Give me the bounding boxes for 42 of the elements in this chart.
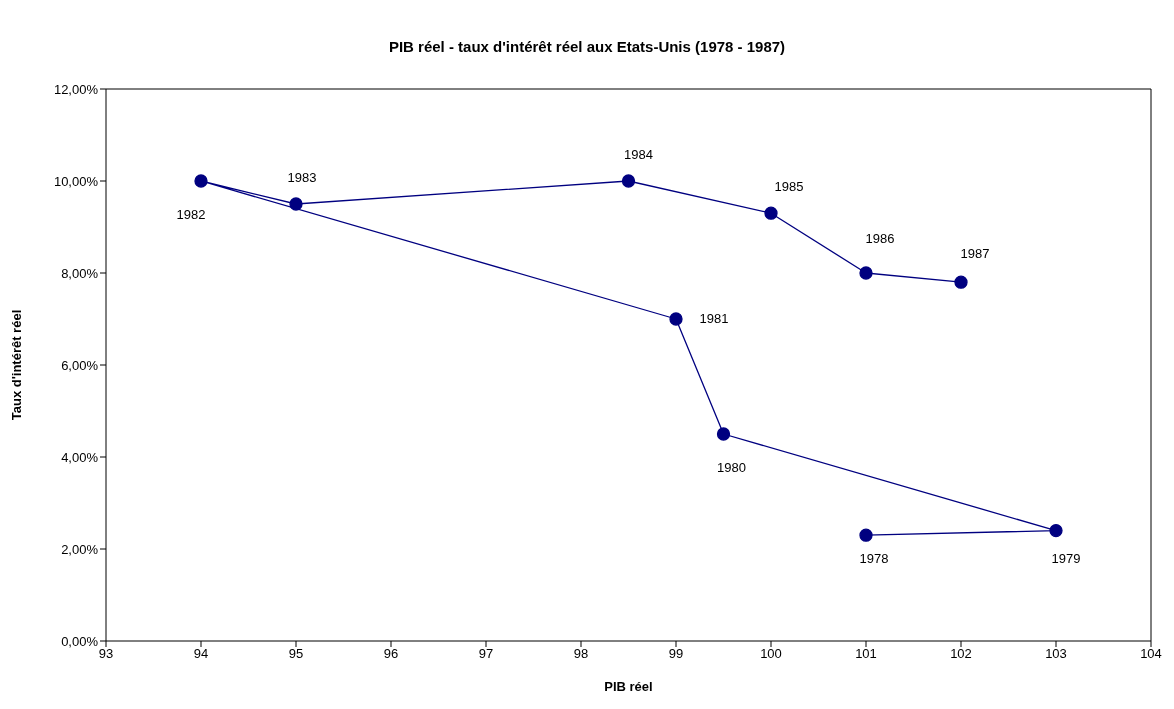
y-tick-label: 2,00%: [61, 541, 99, 557]
annotation: 1980: [717, 460, 746, 475]
annotation: 1987: [960, 246, 990, 262]
x-tick-label: 101: [855, 646, 877, 662]
x-tick-label: 97: [478, 646, 494, 662]
annotation: 1981: [699, 311, 729, 326]
x-tick-label: 102: [950, 646, 972, 662]
annotation: 1982: [176, 207, 206, 222]
annotation: 1983: [287, 170, 317, 185]
point: [716, 427, 731, 441]
point: [621, 174, 636, 188]
y-tick-label: 12,00%: [53, 81, 99, 97]
x-tick-label: 94: [193, 646, 209, 662]
x-tick-label: 100: [760, 646, 782, 662]
point: [954, 275, 968, 289]
y-tick-label: 6,00%: [61, 357, 99, 373]
x-tick-label: 104: [1140, 646, 1162, 662]
y-tick-label: 4,00%: [61, 449, 99, 465]
point: [859, 528, 873, 542]
point: [194, 174, 208, 188]
x-tick-label: 93: [98, 646, 114, 662]
point: [1049, 523, 1063, 538]
annotation: 1978: [859, 551, 889, 567]
point: [669, 312, 683, 326]
annotation: 1979: [1051, 550, 1081, 566]
annotation: 1986: [865, 231, 895, 246]
x-tick-label: 99: [668, 646, 684, 662]
y-tick-label: 0,00%: [61, 633, 99, 649]
x-axis-title: PIB réel: [604, 679, 653, 694]
y-tick-label: 8,00%: [61, 265, 99, 281]
x-tick-label: 95: [288, 646, 304, 662]
annotation: 1985: [774, 179, 804, 195]
point: [289, 197, 303, 211]
point: [764, 206, 778, 220]
y-axis-title: Taux d'intérêt réel: [8, 309, 24, 421]
x-tick-label: 103: [1045, 646, 1067, 662]
annotation: 1984: [624, 147, 653, 162]
x-tick-label: 98: [573, 646, 589, 662]
chart-title: PIB réel - taux d'intérêt réel aux Etats-Unis (1978 - 1987): [387, 37, 787, 57]
point: [859, 266, 873, 280]
y-tick-label: 10,00%: [53, 173, 99, 189]
x-tick-label: 96: [383, 646, 399, 662]
